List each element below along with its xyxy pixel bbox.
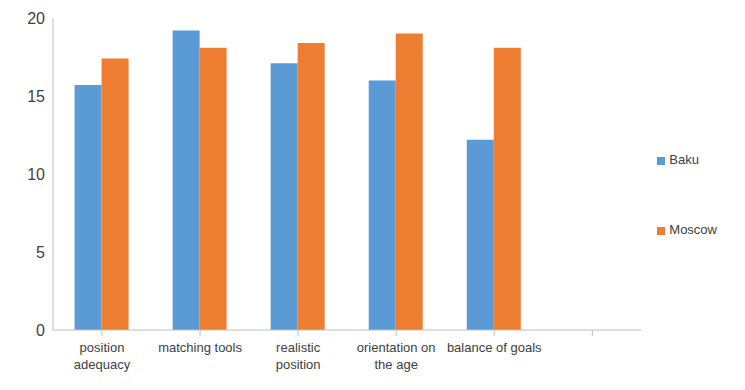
svg-text:10: 10 [27, 166, 45, 183]
svg-text:matching tools: matching tools [158, 340, 242, 355]
svg-text:0: 0 [36, 322, 45, 339]
html-text:Baku: Baku [669, 152, 699, 167]
svg-text:realisticposition: realisticposition [276, 340, 321, 372]
svg-text:positionadequacy: positionadequacy [74, 340, 131, 372]
svg-text:orientation onthe age: orientation onthe age [357, 340, 436, 372]
svg-text:balance of goals: balance of goals [447, 340, 542, 355]
svg-text:15: 15 [27, 88, 45, 105]
svg-text:20: 20 [27, 10, 45, 27]
svg-text:5: 5 [36, 244, 45, 261]
html-text:Moscow: Moscow [669, 222, 717, 237]
